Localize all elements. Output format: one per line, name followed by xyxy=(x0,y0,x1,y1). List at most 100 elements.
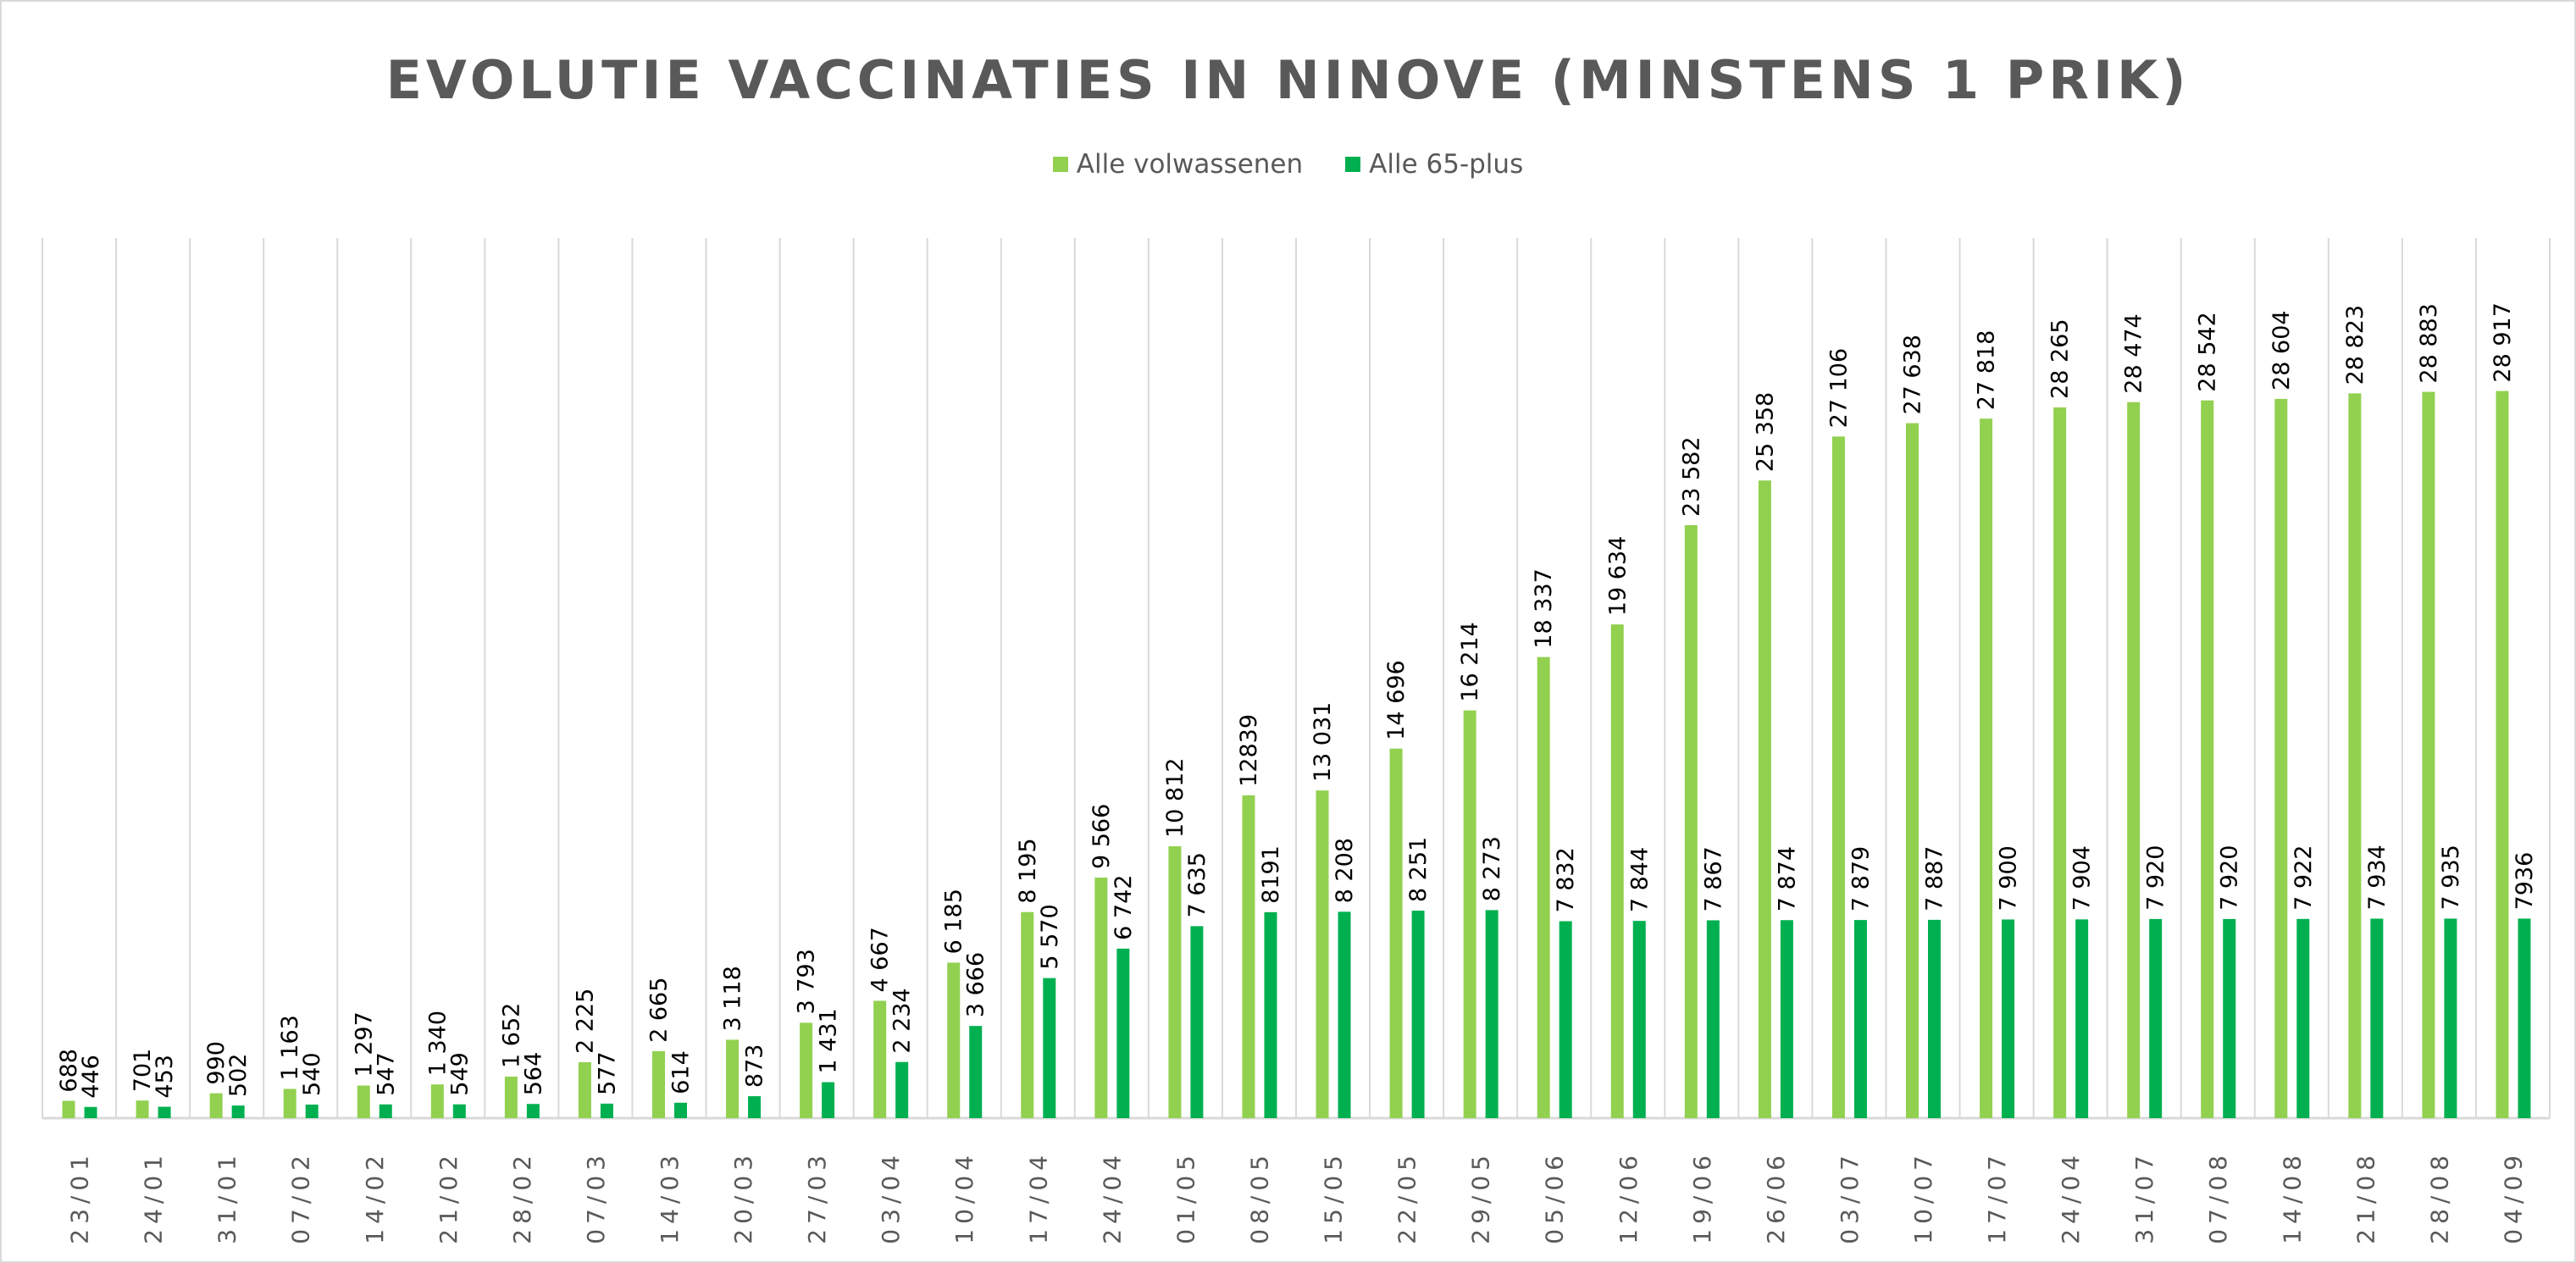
x-tick-label: 22/05 xyxy=(1393,1150,1421,1244)
data-label-65plus: 614 xyxy=(668,1050,695,1094)
data-label-adults: 16 214 xyxy=(1457,622,1483,701)
data-label-65plus: 873 xyxy=(742,1044,768,1089)
bar-65plus xyxy=(822,1082,835,1118)
bar-adults xyxy=(1242,795,1255,1118)
bar-65plus xyxy=(600,1103,613,1118)
data-label-65plus: 7 920 xyxy=(2143,845,2169,911)
bar-adults xyxy=(800,1022,813,1118)
data-label-adults: 1 340 xyxy=(424,1011,451,1076)
legend-swatch-adults xyxy=(1052,157,1068,172)
data-label-65plus: 7 844 xyxy=(1626,847,1653,912)
bar-adults xyxy=(2127,402,2141,1118)
x-tick-label: 04/09 xyxy=(2499,1150,2527,1244)
data-label-adults: 23 582 xyxy=(1678,436,1704,516)
data-label-65plus: 7 920 xyxy=(2217,845,2243,911)
bar-65plus xyxy=(1190,926,1204,1118)
data-label-adults: 18 337 xyxy=(1531,568,1557,648)
bar-adults xyxy=(947,962,961,1118)
data-label-adults: 28 604 xyxy=(2269,310,2295,390)
bar-adults xyxy=(1684,524,1698,1118)
bar-adults xyxy=(1316,790,1329,1118)
bar-65plus xyxy=(2223,918,2236,1118)
bar-65plus xyxy=(748,1096,762,1118)
bar-adults xyxy=(2496,391,2509,1118)
bar-adults xyxy=(652,1050,665,1118)
bar-65plus xyxy=(1853,920,1867,1118)
data-label-65plus: 7 874 xyxy=(1774,846,1800,911)
x-tick-label: 19/06 xyxy=(1688,1150,1716,1244)
bar-65plus xyxy=(231,1105,245,1118)
x-tick-label: 24/04 xyxy=(1098,1150,1126,1244)
x-tick-label: 03/04 xyxy=(877,1150,905,1244)
data-label-adults: 3 793 xyxy=(794,949,820,1014)
data-label-65plus: 8191 xyxy=(1258,845,1284,904)
bar-65plus xyxy=(526,1104,540,1118)
bar-65plus xyxy=(2149,918,2163,1118)
bar-adults xyxy=(1094,878,1108,1118)
data-label-65plus: 549 xyxy=(446,1052,473,1096)
x-tick-label: 17/04 xyxy=(1024,1150,1052,1244)
x-tick-label: 31/07 xyxy=(2130,1150,2158,1244)
bar-65plus xyxy=(1928,919,1941,1118)
bar-65plus xyxy=(158,1106,171,1118)
data-label-adults: 28 265 xyxy=(2047,319,2074,398)
bar-adults xyxy=(1389,748,1403,1118)
bar-adults xyxy=(1463,710,1476,1118)
data-label-65plus: 2 234 xyxy=(889,988,916,1053)
data-label-adults: 27 106 xyxy=(1825,348,1852,428)
bar-65plus xyxy=(84,1106,97,1118)
bar-65plus xyxy=(1043,978,1056,1118)
bar-adults xyxy=(1610,624,1624,1118)
x-tick-label: 28/08 xyxy=(2425,1150,2453,1244)
data-label-adults: 1 652 xyxy=(498,1003,524,1068)
legend: Alle volwassenen Alle 65-plus xyxy=(0,149,2576,180)
bar-65plus xyxy=(2444,918,2457,1118)
data-label-adults: 28 823 xyxy=(2342,305,2368,385)
data-label-65plus: 7 934 xyxy=(2364,845,2390,910)
bar-adults xyxy=(1758,480,1771,1118)
x-tick-label: 26/06 xyxy=(1762,1150,1790,1244)
bar-65plus xyxy=(1116,948,1130,1118)
bar-adults xyxy=(62,1100,75,1118)
bar-65plus xyxy=(2002,919,2015,1118)
bar-adults xyxy=(1831,436,1845,1118)
x-tick-label: 14/03 xyxy=(656,1150,684,1244)
bar-65plus xyxy=(674,1102,687,1118)
data-label-65plus: 502 xyxy=(225,1054,252,1098)
bar-65plus xyxy=(452,1104,466,1118)
chart-title: EVOLUTIE VACCINATIES IN NINOVE (MINSTENS… xyxy=(385,49,2191,111)
x-tick-label: 31/01 xyxy=(213,1150,241,1244)
x-tick-label: 07/02 xyxy=(287,1150,315,1244)
data-label-adults: 28 883 xyxy=(2416,303,2442,383)
data-label-65plus: 540 xyxy=(299,1052,325,1096)
bar-65plus xyxy=(379,1104,392,1118)
bar-adults xyxy=(873,1000,887,1118)
x-tick-label: 10/07 xyxy=(1909,1150,1937,1244)
data-label-65plus: 7 904 xyxy=(2069,845,2096,911)
data-label-adults: 25 358 xyxy=(1752,392,1778,472)
bar-adults xyxy=(504,1076,518,1118)
bar-adults xyxy=(1168,846,1182,1118)
bar-65plus xyxy=(2370,918,2384,1118)
bar-adults xyxy=(1906,423,1919,1118)
data-label-65plus: 8 273 xyxy=(1479,836,1505,901)
data-label-65plus: 6 742 xyxy=(1111,875,1137,940)
bar-adults xyxy=(2274,398,2288,1118)
data-label-adults: 990 xyxy=(203,1041,230,1085)
x-tick-label: 28/02 xyxy=(508,1150,536,1244)
x-tick-label: 05/06 xyxy=(1541,1150,1569,1244)
bar-adults xyxy=(430,1084,444,1118)
data-label-65plus: 7 935 xyxy=(2438,845,2464,910)
data-label-65plus: 564 xyxy=(520,1052,546,1096)
data-label-65plus: 7936 xyxy=(2512,852,2538,911)
data-label-65plus: 8 208 xyxy=(1332,838,1358,903)
bar-65plus xyxy=(305,1104,319,1118)
data-label-65plus: 3 666 xyxy=(963,952,989,1017)
x-tick-label: 20/03 xyxy=(729,1150,757,1244)
data-label-adults: 10 812 xyxy=(1162,758,1188,838)
data-label-adults: 27 818 xyxy=(1974,330,2000,410)
bar-adults xyxy=(283,1089,296,1118)
bar-adults xyxy=(2053,407,2067,1118)
x-tick-label: 24/04 xyxy=(2057,1150,2085,1244)
data-label-65plus: 8 251 xyxy=(1405,837,1432,902)
